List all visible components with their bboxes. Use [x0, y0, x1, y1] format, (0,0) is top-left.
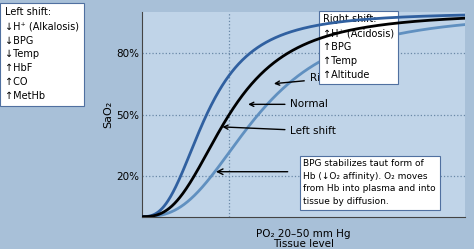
Text: BPG stabilizes taut form of
Hb (↓O₂ affinity). O₂ moves
from Hb into plasma and : BPG stabilizes taut form of Hb (↓O₂ affi… [303, 159, 436, 206]
Text: Left shift:
↓H⁺ (Alkalosis)
↓BPG
↓Temp
↑HbF
↑CO
↑MetHb: Left shift: ↓H⁺ (Alkalosis) ↓BPG ↓Temp ↑… [5, 7, 79, 102]
Y-axis label: SaO₂: SaO₂ [104, 101, 114, 128]
Text: Left shift: Left shift [224, 125, 337, 136]
Text: Tissue level: Tissue level [273, 239, 334, 249]
Text: Right shift: Right shift [275, 73, 364, 85]
Text: Right shift:
↑H⁺ (Acidosis)
↑BPG
↑Temp
↑Altitude: Right shift: ↑H⁺ (Acidosis) ↑BPG ↑Temp ↑… [323, 14, 394, 80]
Text: PO₂ 20–50 mm Hg: PO₂ 20–50 mm Hg [256, 229, 351, 239]
Text: Normal: Normal [250, 99, 328, 109]
